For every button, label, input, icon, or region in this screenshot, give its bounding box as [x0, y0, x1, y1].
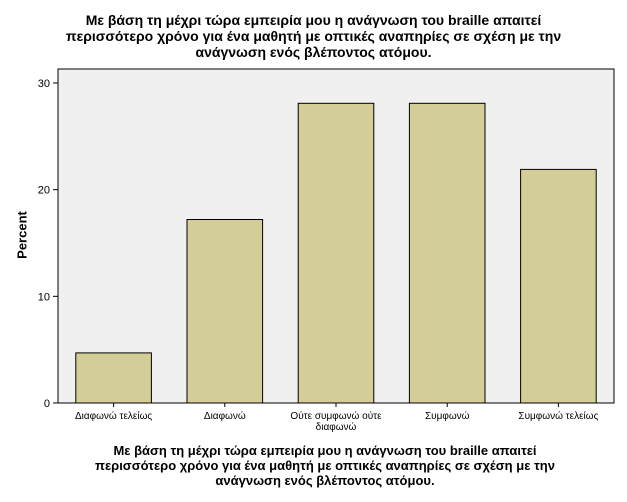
x-axis-label: Με βάση τη μέχρι τώρα εμπειρία μου η ανά…	[95, 443, 555, 488]
bar-1	[186, 219, 264, 404]
x-tick-label-1: Διαφωνώ	[204, 410, 246, 422]
x-tick-label-3: Συμφωνώ	[425, 410, 470, 422]
bar-2	[297, 102, 375, 404]
y-tick-label-1: 10	[38, 291, 50, 303]
x-tick-label-4: Συμφωνώ τελείως	[518, 410, 598, 422]
x-tick-label-2: Ούτε συμφωνώ ούτε διαφωνώ	[290, 410, 382, 433]
y-tick-label-2: 20	[38, 185, 50, 197]
y-tick-label-3: 30	[38, 78, 50, 90]
x-tick-label-0: Διαφωνώ τελείως	[75, 410, 152, 422]
bar-3	[408, 102, 486, 404]
chart-title: Με βάση τη μέχρι τώρα εμπειρία μου η ανά…	[65, 12, 562, 60]
y-tick-label-0: 0	[44, 398, 50, 410]
bar-4	[520, 168, 597, 404]
bar-0	[75, 352, 152, 404]
